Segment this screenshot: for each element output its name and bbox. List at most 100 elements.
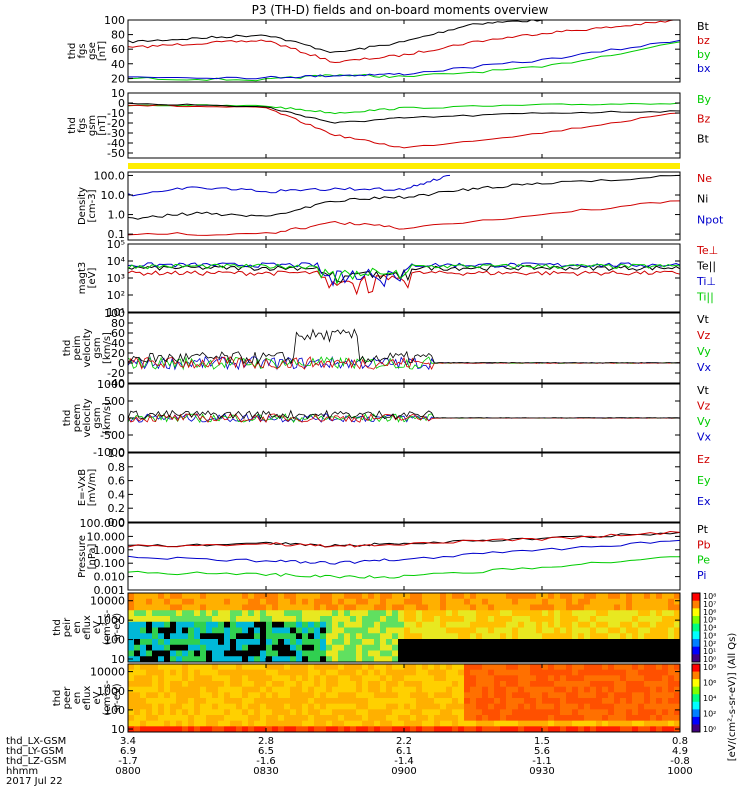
spectrogram-cell [218, 715, 225, 722]
colorbar-tick-label: 10⁸ [703, 663, 716, 672]
spectrogram-cell [590, 593, 597, 600]
spectrogram-cell [566, 698, 573, 705]
spectrogram-cell [632, 669, 639, 676]
spectrogram-cell [428, 639, 435, 646]
spectrogram-cell [314, 715, 321, 722]
y-axis-label-line: [nT] [97, 41, 108, 61]
y-tick-label: 10 [111, 653, 125, 666]
spectrogram-cell [260, 675, 267, 682]
spectrogram-cell [182, 598, 189, 605]
spectrogram-cell [434, 726, 441, 733]
spectrogram-cell [620, 633, 627, 640]
spectrogram-cell [380, 726, 387, 733]
spectrogram-cell [662, 664, 669, 671]
status-bar [128, 163, 680, 169]
spectrogram-cell [470, 703, 477, 710]
colorbar-tick-label: 10⁸ [703, 592, 716, 601]
spectrogram-cell [200, 681, 207, 688]
y-axis-label: Pressure [nPa] [77, 535, 98, 578]
spectrogram-cell [224, 698, 231, 705]
spectrogram-cell [362, 616, 369, 623]
spectrogram-cell [242, 692, 249, 699]
spectrogram-cell [284, 675, 291, 682]
spectrogram-cell [170, 593, 177, 600]
spectrogram-cell [254, 598, 261, 605]
spectrogram-cell [650, 598, 657, 605]
spectrogram-cell [236, 621, 243, 628]
spectrogram-cell [128, 669, 135, 676]
spectrogram-cell [284, 692, 291, 699]
spectrogram-cell [260, 621, 267, 628]
spectrogram-cell [452, 633, 459, 640]
y-tick-label: 0 [118, 357, 125, 370]
spectrogram-cell [260, 604, 267, 611]
spectrogram-cell [464, 709, 471, 716]
spectrogram-cell [662, 692, 669, 699]
spectrogram-cell [224, 686, 231, 693]
spectrogram-cell [344, 633, 351, 640]
y-axis-label-line: gsm [92, 337, 103, 358]
spectrogram-cell [530, 664, 537, 671]
spectrogram-cell [320, 598, 327, 605]
spectrogram-cell [206, 598, 213, 605]
spectrogram-cell [272, 598, 279, 605]
spectrogram-cell [494, 610, 501, 617]
spectrogram-cell [434, 593, 441, 600]
y-tick-label: 10 [111, 87, 125, 100]
spectrogram-cell [620, 639, 627, 646]
spectrogram-cell [152, 656, 159, 663]
spectrogram-cell [584, 598, 591, 605]
spectrogram-cell [620, 681, 627, 688]
spectrogram-cell [584, 656, 591, 663]
spectrogram-cell [488, 650, 495, 657]
spectrogram-cell [374, 650, 381, 657]
spectrogram-cell [152, 715, 159, 722]
spectrogram-cell [560, 698, 567, 705]
spectrogram-cell [410, 715, 417, 722]
spectrogram-cell [194, 703, 201, 710]
spectrogram-cell [662, 644, 669, 651]
spectrogram-cell [338, 715, 345, 722]
spectrogram-cell [674, 598, 681, 605]
spectrogram-cell [542, 650, 549, 657]
spectrogram-cell [254, 650, 261, 657]
spectrogram-cell [314, 698, 321, 705]
spectrogram-cell [272, 703, 279, 710]
spectrogram-cell [140, 669, 147, 676]
spectrogram-cell [242, 656, 249, 663]
y-axis-label: thd peir en eflux eV (cm²-s-sr-eV) [52, 609, 123, 645]
spectrogram-cell [650, 650, 657, 657]
series-velocity-line [128, 409, 680, 420]
spectrogram-cell [608, 698, 615, 705]
spectrogram-cell [218, 656, 225, 663]
spectrogram-cell [488, 686, 495, 693]
spectrogram-cell [464, 726, 471, 733]
spectrogram-cell [650, 681, 657, 688]
spectrogram-cell [470, 610, 477, 617]
spectrogram-cell [392, 604, 399, 611]
spectrogram-cell [182, 675, 189, 682]
spectrogram-cell [434, 669, 441, 676]
spectrogram-cell [524, 616, 531, 623]
spectrogram-cell [254, 686, 261, 693]
spectrogram-cell [164, 664, 171, 671]
spectrogram-cell [506, 604, 513, 611]
spectrogram-cell [464, 656, 471, 663]
spectrogram-cell [152, 604, 159, 611]
series-pressure-Pt [128, 531, 680, 548]
y-axis-label-line: peer [62, 686, 73, 710]
spectrogram-cell [146, 692, 153, 699]
spectrogram-cell [200, 633, 207, 640]
spectrogram-cell [434, 675, 441, 682]
spectrogram-cell [620, 726, 627, 733]
spectrogram-cell [422, 639, 429, 646]
spectrogram-cell [590, 650, 597, 657]
spectrogram-cell [128, 692, 135, 699]
colorbars-group: 10⁸10⁷10⁶10⁵10⁴10³10²10¹10⁰10⁸10⁶10⁴10²1… [691, 592, 738, 761]
spectrogram-cell [398, 720, 405, 727]
spectrogram-cell [308, 621, 315, 628]
spectrogram-cell [566, 686, 573, 693]
spectrogram-cell [404, 686, 411, 693]
spectrogram-cell [236, 656, 243, 663]
